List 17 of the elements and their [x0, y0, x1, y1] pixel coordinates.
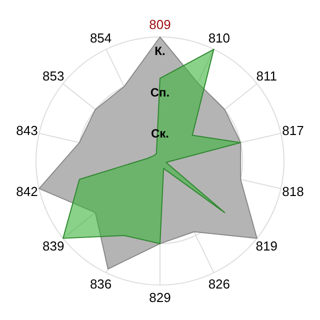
spoke-label: 853: [42, 68, 64, 84]
spoke-label: 826: [208, 276, 230, 292]
spoke-label: 810: [208, 30, 230, 46]
spoke-label: 811: [256, 68, 278, 84]
spoke-label: 842: [16, 184, 38, 199]
spoke-label: 839: [42, 238, 64, 254]
spoke-label: 819: [256, 238, 278, 254]
spoke-label: 836: [90, 276, 112, 292]
y-tick-label: К.: [154, 44, 166, 58]
spoke-label: 817: [282, 123, 304, 138]
spoke-label: 818: [282, 184, 304, 199]
y-tick-label: Сп.: [150, 85, 170, 100]
y-tick-label: Ск.: [150, 126, 170, 141]
spoke-label: 843: [16, 123, 38, 138]
spoke-label: 829: [149, 290, 171, 305]
spoke-label: 854: [90, 30, 112, 46]
spoke-label: 809: [149, 17, 171, 32]
